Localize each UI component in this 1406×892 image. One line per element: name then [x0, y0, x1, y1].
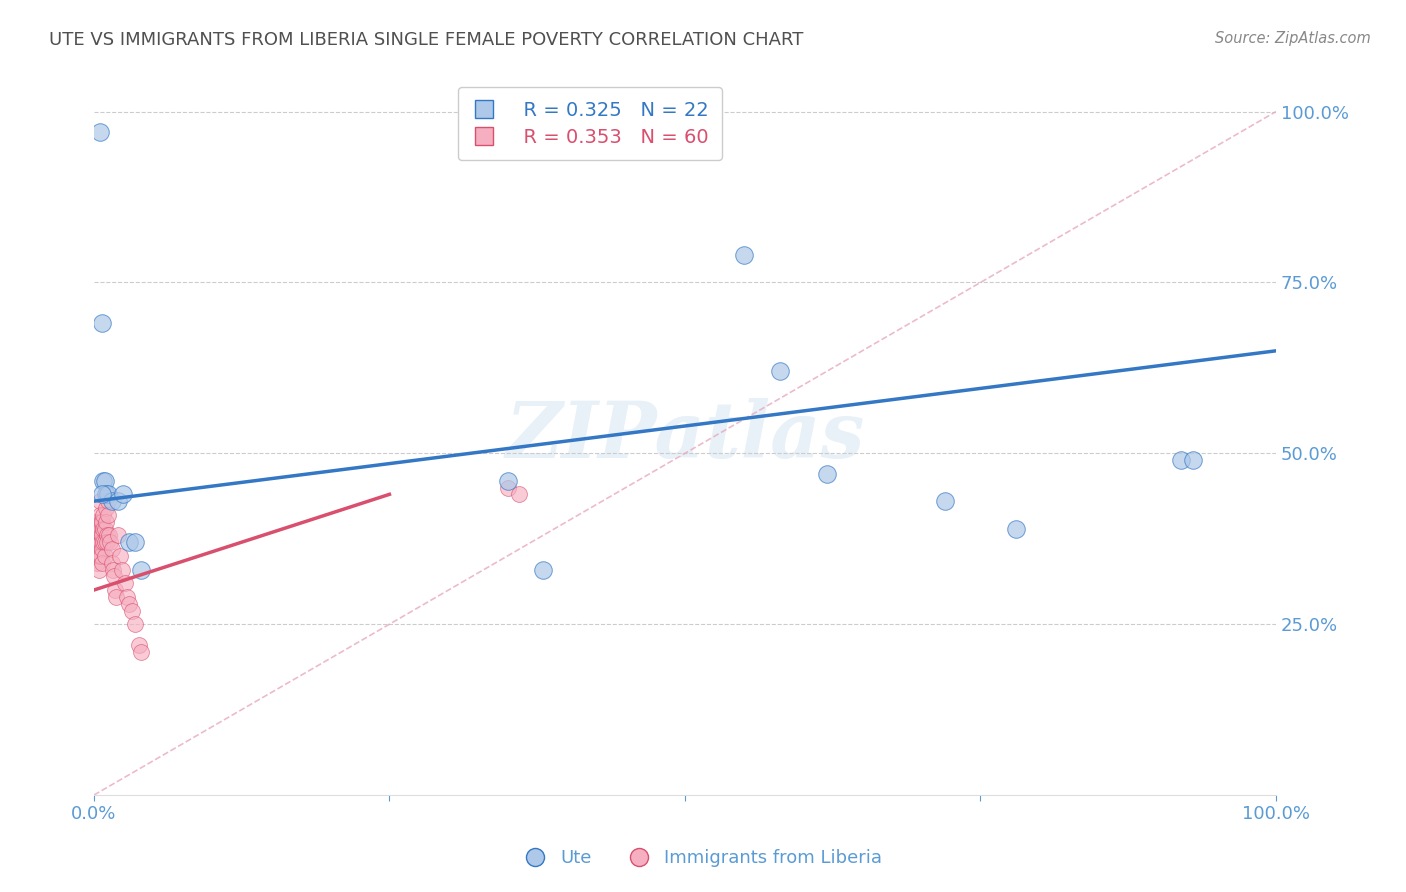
- Point: [87, 541, 110, 556]
- Point: [96, 535, 118, 549]
- Point: [84, 528, 107, 542]
- Point: [111, 562, 134, 576]
- Point: [112, 487, 135, 501]
- Point: [94, 501, 117, 516]
- Point: [115, 590, 138, 604]
- Point: [97, 494, 120, 508]
- Point: [89, 125, 111, 139]
- Point: [89, 522, 111, 536]
- Point: [91, 528, 114, 542]
- Point: [93, 522, 115, 536]
- Point: [103, 569, 125, 583]
- Point: [86, 522, 108, 536]
- Point: [87, 562, 110, 576]
- Legend:   R = 0.325   N = 22,   R = 0.353   N = 60: R = 0.325 N = 22, R = 0.353 N = 60: [458, 87, 723, 161]
- Point: [101, 562, 124, 576]
- Point: [97, 487, 120, 501]
- Point: [496, 481, 519, 495]
- Point: [129, 562, 152, 576]
- Point: [93, 535, 115, 549]
- Point: [508, 487, 530, 501]
- Point: [93, 508, 115, 522]
- Point: [1170, 453, 1192, 467]
- Point: [128, 638, 150, 652]
- Point: [129, 644, 152, 658]
- Point: [91, 515, 114, 529]
- Point: [84, 528, 107, 542]
- Point: [87, 515, 110, 529]
- Point: [87, 549, 110, 563]
- Point: [124, 617, 146, 632]
- Point: [91, 541, 114, 556]
- Point: [87, 528, 110, 542]
- Point: [89, 535, 111, 549]
- Point: [1182, 453, 1205, 467]
- Point: [90, 515, 112, 529]
- Point: [114, 576, 136, 591]
- Point: [91, 556, 114, 570]
- Point: [89, 508, 111, 522]
- Text: ZIPatlas: ZIPatlas: [505, 398, 865, 475]
- Point: [1005, 522, 1028, 536]
- Point: [91, 317, 114, 331]
- Point: [733, 248, 755, 262]
- Point: [94, 487, 117, 501]
- Point: [100, 556, 122, 570]
- Text: UTE VS IMMIGRANTS FROM LIBERIA SINGLE FEMALE POVERTY CORRELATION CHART: UTE VS IMMIGRANTS FROM LIBERIA SINGLE FE…: [49, 31, 804, 49]
- Point: [100, 541, 122, 556]
- Point: [107, 494, 129, 508]
- Point: [118, 535, 141, 549]
- Point: [89, 549, 111, 563]
- Point: [105, 590, 128, 604]
- Point: [93, 474, 115, 488]
- Legend: Ute, Immigrants from Liberia: Ute, Immigrants from Liberia: [517, 842, 889, 874]
- Point: [93, 522, 115, 536]
- Point: [104, 582, 127, 597]
- Point: [768, 364, 790, 378]
- Point: [98, 528, 121, 542]
- Point: [93, 474, 115, 488]
- Point: [815, 467, 838, 481]
- Point: [107, 528, 129, 542]
- Point: [94, 487, 117, 501]
- Point: [91, 487, 114, 501]
- Point: [100, 535, 122, 549]
- Point: [89, 494, 111, 508]
- Point: [93, 535, 115, 549]
- Point: [86, 535, 108, 549]
- Point: [90, 549, 112, 563]
- Point: [496, 474, 519, 488]
- Point: [84, 541, 107, 556]
- Point: [94, 515, 117, 529]
- Point: [96, 528, 118, 542]
- Point: [90, 535, 112, 549]
- Point: [118, 597, 141, 611]
- Point: [108, 549, 131, 563]
- Point: [90, 528, 112, 542]
- Point: [86, 556, 108, 570]
- Point: [93, 549, 115, 563]
- Point: [86, 541, 108, 556]
- Text: Source: ZipAtlas.com: Source: ZipAtlas.com: [1215, 31, 1371, 46]
- Point: [84, 515, 107, 529]
- Point: [84, 515, 107, 529]
- Point: [531, 562, 554, 576]
- Point: [121, 603, 143, 617]
- Point: [124, 535, 146, 549]
- Point: [100, 494, 122, 508]
- Point: [97, 508, 120, 522]
- Point: [934, 494, 956, 508]
